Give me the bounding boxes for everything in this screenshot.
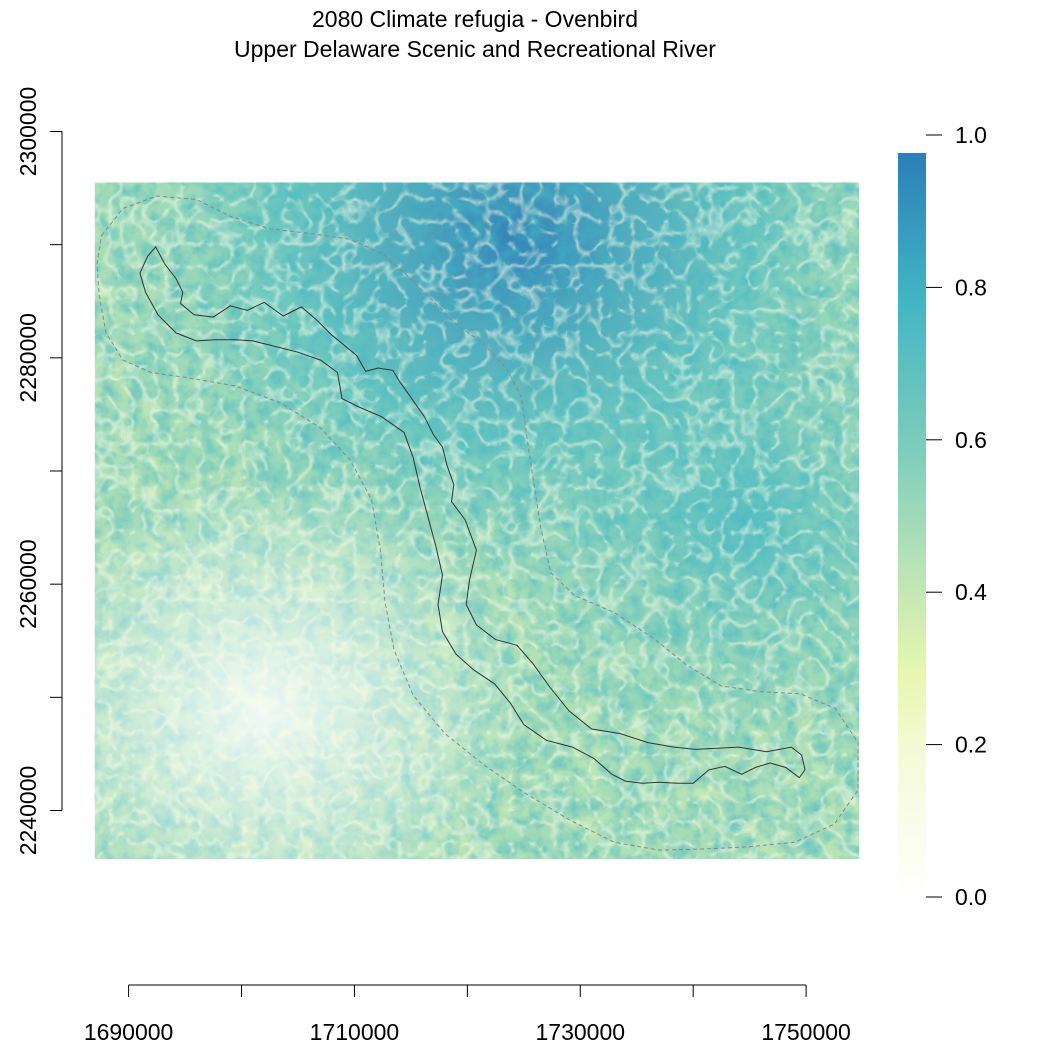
legend-tick-label: 0.4: [955, 579, 987, 605]
y-tick-label: 2240000: [15, 766, 41, 856]
legend-tick-label: 0.6: [955, 427, 987, 453]
x-tick-label: 1710000: [310, 1019, 400, 1045]
legend-tick-label: 1.0: [955, 122, 987, 148]
park-buffer-boundary: [96, 195, 859, 851]
legend-tick-label: 0.2: [955, 732, 987, 758]
y-axis: 2240000 2260000 2280000 2300000: [15, 87, 63, 856]
y-tick-label: 2280000: [15, 313, 41, 403]
x-axis: 1690000 1710000 1730000 1750000: [84, 984, 851, 1045]
climate-refugia-raster: [94, 182, 860, 860]
y-tick-label: 2300000: [15, 87, 41, 177]
x-tick-label: 1750000: [761, 1019, 851, 1045]
y-tick-label: 2260000: [15, 539, 41, 629]
legend-tick-label: 0.0: [955, 884, 987, 910]
legend-color-bar: [898, 153, 926, 897]
legend-tick-label: 0.8: [955, 274, 987, 300]
x-tick-label: 1730000: [535, 1019, 625, 1045]
river-corridor-boundary: [139, 246, 806, 784]
x-tick-label: 1690000: [84, 1019, 174, 1045]
color-scale-legend: 0.0 0.2 0.4 0.6 0.8 1.0: [898, 122, 987, 910]
map-title: 2080 Climate refugia - Ovenbird: [312, 6, 638, 32]
map-subtitle: Upper Delaware Scenic and Recreational R…: [234, 36, 716, 62]
